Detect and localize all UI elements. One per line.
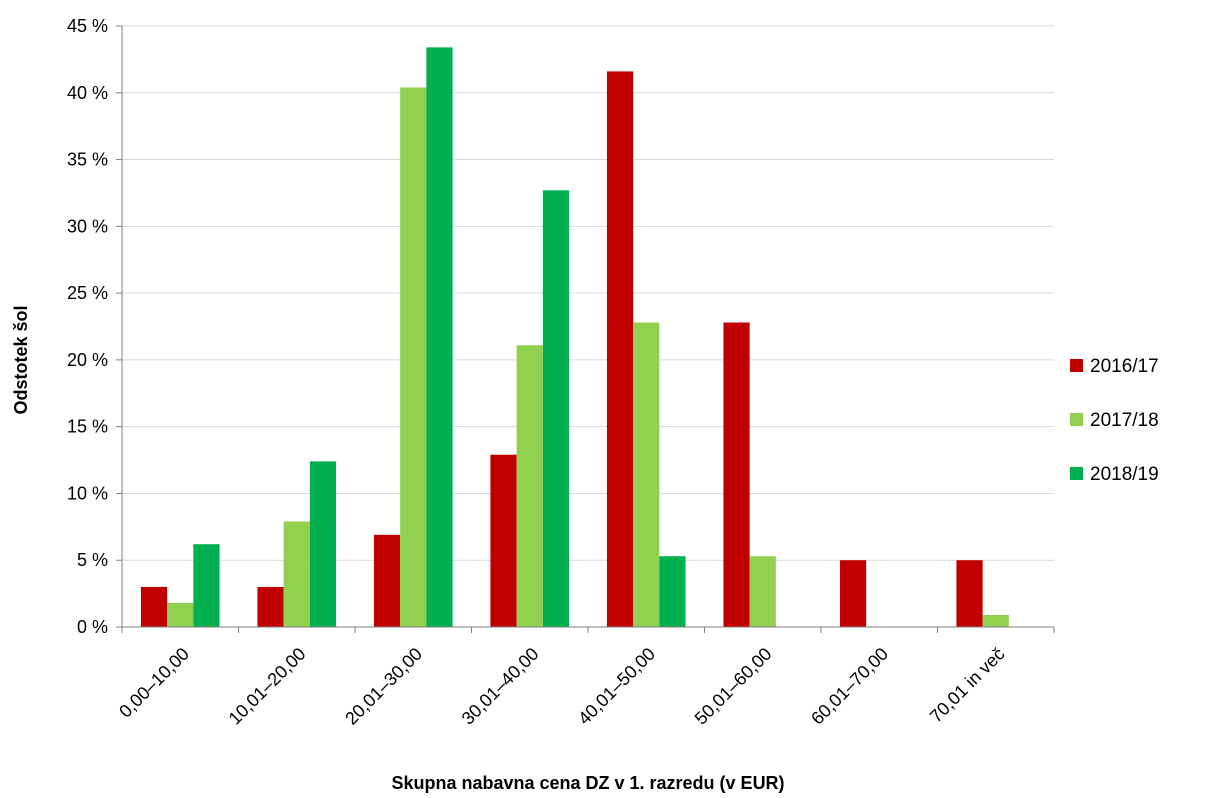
bar-2017-18-3 <box>516 345 543 627</box>
legend-label: 2018/19 <box>1090 464 1159 485</box>
y-tick-label: 25 % <box>67 283 108 303</box>
bar-2017-18-2 <box>400 87 427 628</box>
legend-label: 2016/17 <box>1090 356 1159 377</box>
bar-2017-18-4 <box>633 322 660 627</box>
y-tick-label: 10 % <box>67 483 108 503</box>
bar-2017-18-0 <box>167 602 194 627</box>
x-tick-label: 40,01–50,00 <box>574 644 659 729</box>
bar-2017-18-5 <box>749 556 776 627</box>
y-tick-label: 40 % <box>67 83 108 103</box>
bar-2018-19-4 <box>659 556 686 627</box>
y-tick-label: 30 % <box>67 216 108 236</box>
bar-2016-17-0 <box>140 586 168 627</box>
bar-2018-19-0 <box>193 544 220 627</box>
bar-2016-17-5 <box>723 322 750 627</box>
x-tick-label: 70,01 in več <box>926 644 1009 727</box>
legend-swatch-2018-19 <box>1070 467 1083 480</box>
bar-2018-19-2 <box>426 47 453 627</box>
y-tick-label: 5 % <box>77 550 108 570</box>
bar-2016-17-1 <box>257 586 284 627</box>
bar-2016-17-7 <box>956 560 983 627</box>
bar-2017-18-7 <box>982 614 1009 627</box>
legend: 2016/17 2017/18 2018/19 <box>1070 356 1159 485</box>
bar-2017-18-1 <box>283 521 310 627</box>
legend-swatch-2017-18 <box>1070 413 1083 426</box>
bars <box>140 47 1009 628</box>
y-tick-label: 45 % <box>67 16 108 36</box>
x-tick-label: 50,01–60,00 <box>691 644 776 729</box>
y-tick-label: 20 % <box>67 350 108 370</box>
axes <box>116 25 1055 633</box>
x-axis-title: Skupna nabavna cena DZ v 1. razredu (v E… <box>391 773 784 793</box>
bar-2016-17-4 <box>606 71 634 628</box>
y-tick-label: 0 % <box>77 617 108 637</box>
x-tick-label: 30,01–40,00 <box>458 644 543 729</box>
gridlines <box>122 25 1054 561</box>
y-tick-label: 35 % <box>67 150 108 170</box>
bar-2018-19-1 <box>309 461 337 627</box>
legend-swatch-2016-17 <box>1070 359 1083 372</box>
legend-label: 2017/18 <box>1090 410 1159 431</box>
x-tick-label: 60,01–70,00 <box>807 644 892 729</box>
x-tick-labels: 0,00–10,00 10,01–20,00 20,01–30,00 30,01–40… <box>115 644 1008 729</box>
x-tick-label: 20,01–30,00 <box>341 644 426 729</box>
bar-2018-19-3 <box>542 190 570 628</box>
x-tick-label: 10,01–20,00 <box>225 644 310 729</box>
y-axis-title: Odstotek šol <box>11 305 31 414</box>
bar-2016-17-3 <box>490 454 517 627</box>
y-tick-label: 15 % <box>67 417 108 437</box>
bar-2016-17-6 <box>839 560 867 627</box>
bar-2016-17-2 <box>373 534 401 627</box>
x-tick-label: 0,00–10,00 <box>115 644 193 722</box>
y-tick-labels: 0 % 5 % 10 % 15 % 20 % 25 % 30 % 35 % 40 % 45 % <box>67 16 108 637</box>
